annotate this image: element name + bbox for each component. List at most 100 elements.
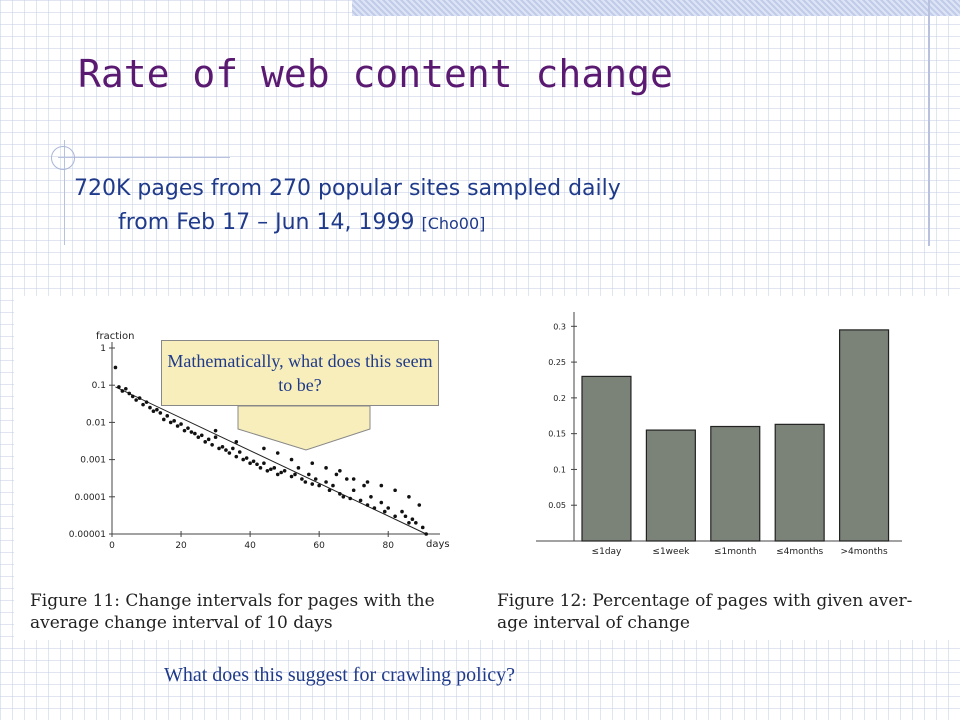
scatter-point — [130, 394, 135, 399]
scatter-y-tick-label: 0.01 — [86, 418, 106, 428]
scatter-point — [369, 495, 373, 499]
scatter-x-tick-label: 0 — [109, 541, 115, 551]
scatter-point — [151, 409, 156, 414]
scatter-point — [213, 428, 218, 433]
scatter-point — [279, 470, 283, 475]
scatter-point — [231, 446, 235, 451]
scatter-point — [220, 445, 225, 449]
bar — [710, 425, 761, 542]
scatter-point — [244, 456, 249, 460]
scatter-point — [289, 457, 294, 462]
scatter-point — [269, 467, 273, 472]
callout-arrow — [237, 405, 371, 451]
scatter-point — [237, 450, 242, 454]
bar-category-label: >4months — [840, 547, 887, 557]
scatter-x-tick-label: 80 — [382, 541, 394, 551]
bar — [838, 329, 890, 542]
bar-y-tick-label: 0.1 — [553, 465, 566, 474]
scatter-point — [134, 398, 138, 402]
scatter-point — [379, 483, 384, 488]
scatter-point — [272, 466, 277, 470]
scatter-point — [210, 442, 214, 447]
scatter-point — [293, 472, 297, 477]
scatter-point — [148, 405, 152, 410]
scatter-point — [248, 461, 252, 466]
scatter-point — [213, 435, 218, 440]
subtitle-line-1: 720K pages from 270 popular sites sample… — [74, 176, 621, 201]
scatter-x-tick-label: 60 — [313, 541, 325, 551]
decorative-top-band — [352, 0, 960, 16]
scatter-ylabel: fraction — [96, 331, 134, 342]
scatter-point — [393, 488, 397, 493]
bar-y-tick-label: 0.3 — [553, 322, 566, 331]
scatter-point — [324, 480, 328, 484]
bar-y-tick-label: 0.2 — [553, 394, 566, 403]
scatter-point — [255, 462, 259, 467]
scatter-point — [217, 446, 221, 451]
scatter-point — [420, 525, 425, 530]
scatter-point — [275, 472, 280, 477]
scatter-point — [196, 435, 201, 440]
scatter-point — [317, 483, 321, 488]
scatter-point — [362, 483, 366, 488]
scatter-point — [400, 509, 404, 514]
scatter-point — [120, 389, 125, 393]
scatter-point — [127, 391, 132, 396]
scatter-point — [234, 454, 239, 459]
figure-12-caption: Figure 12: Percentage of pages with give… — [497, 590, 952, 634]
figure-11-caption-line-1: Figure 11: Change intervals for pages wi… — [30, 591, 435, 611]
bar-category-label: ≤1month — [714, 547, 756, 557]
scatter-point — [141, 402, 145, 407]
scatter-point — [282, 468, 287, 473]
scatter-point — [186, 426, 190, 430]
scatter-point — [300, 477, 304, 481]
scatter-point — [289, 474, 294, 479]
scatter-point — [155, 407, 159, 412]
scatter-point — [310, 461, 315, 466]
slide-title: Rate of web content change — [78, 52, 673, 96]
scatter-point — [365, 480, 370, 484]
scatter-point — [117, 385, 121, 389]
scatter-point — [372, 506, 377, 510]
scatter-point — [341, 495, 346, 499]
scatter-point — [313, 477, 318, 481]
scatter-point — [262, 446, 266, 451]
scatter-point — [189, 430, 194, 434]
bar-chart: 0.05 0.1 0.15 0.2 0.25 0.3 ≤1day ≤1week ≤1month ≤… — [536, 312, 902, 557]
scatter-point — [175, 424, 180, 428]
scatter-point — [338, 492, 342, 496]
scatter-point — [331, 483, 335, 488]
scatter-point — [338, 468, 342, 473]
scatter-point — [307, 472, 311, 477]
scatter-point — [310, 482, 315, 486]
figure-12-caption-line-1: Figure 12: Percentage of pages with give… — [497, 591, 913, 611]
scatter-point — [251, 459, 256, 464]
scatter-point — [168, 420, 173, 425]
scatter-y-tick-label: 0.001 — [80, 456, 106, 466]
bar — [581, 375, 632, 542]
scatter-point — [417, 503, 422, 507]
scatter-point — [275, 451, 280, 455]
decorative-horizontal-rule — [58, 157, 230, 158]
scatter-point — [165, 414, 170, 418]
scatter-xlabel: days — [426, 539, 450, 550]
scatter-point — [296, 466, 301, 470]
bar-category-label: ≤1day — [592, 547, 622, 557]
scatter-point — [344, 477, 349, 481]
scatter-point — [258, 466, 263, 470]
decorative-circle — [51, 146, 75, 170]
scatter-y-tick-label: 0.00001 — [69, 530, 106, 540]
scatter-point — [227, 451, 232, 455]
scatter-y-tick-label: 1 — [100, 344, 106, 354]
scatter-y-tick-label: 0.1 — [92, 381, 106, 391]
scatter-point — [379, 500, 384, 505]
scatter-point — [358, 498, 363, 503]
scatter-point — [179, 422, 183, 426]
scatter-point — [403, 514, 408, 519]
scatter-x-tick-label: 40 — [244, 541, 256, 551]
scatter-point — [351, 477, 356, 481]
scatter-point — [137, 396, 142, 400]
scatter-point — [365, 503, 370, 507]
bar — [645, 429, 696, 542]
scatter-point — [206, 437, 211, 442]
